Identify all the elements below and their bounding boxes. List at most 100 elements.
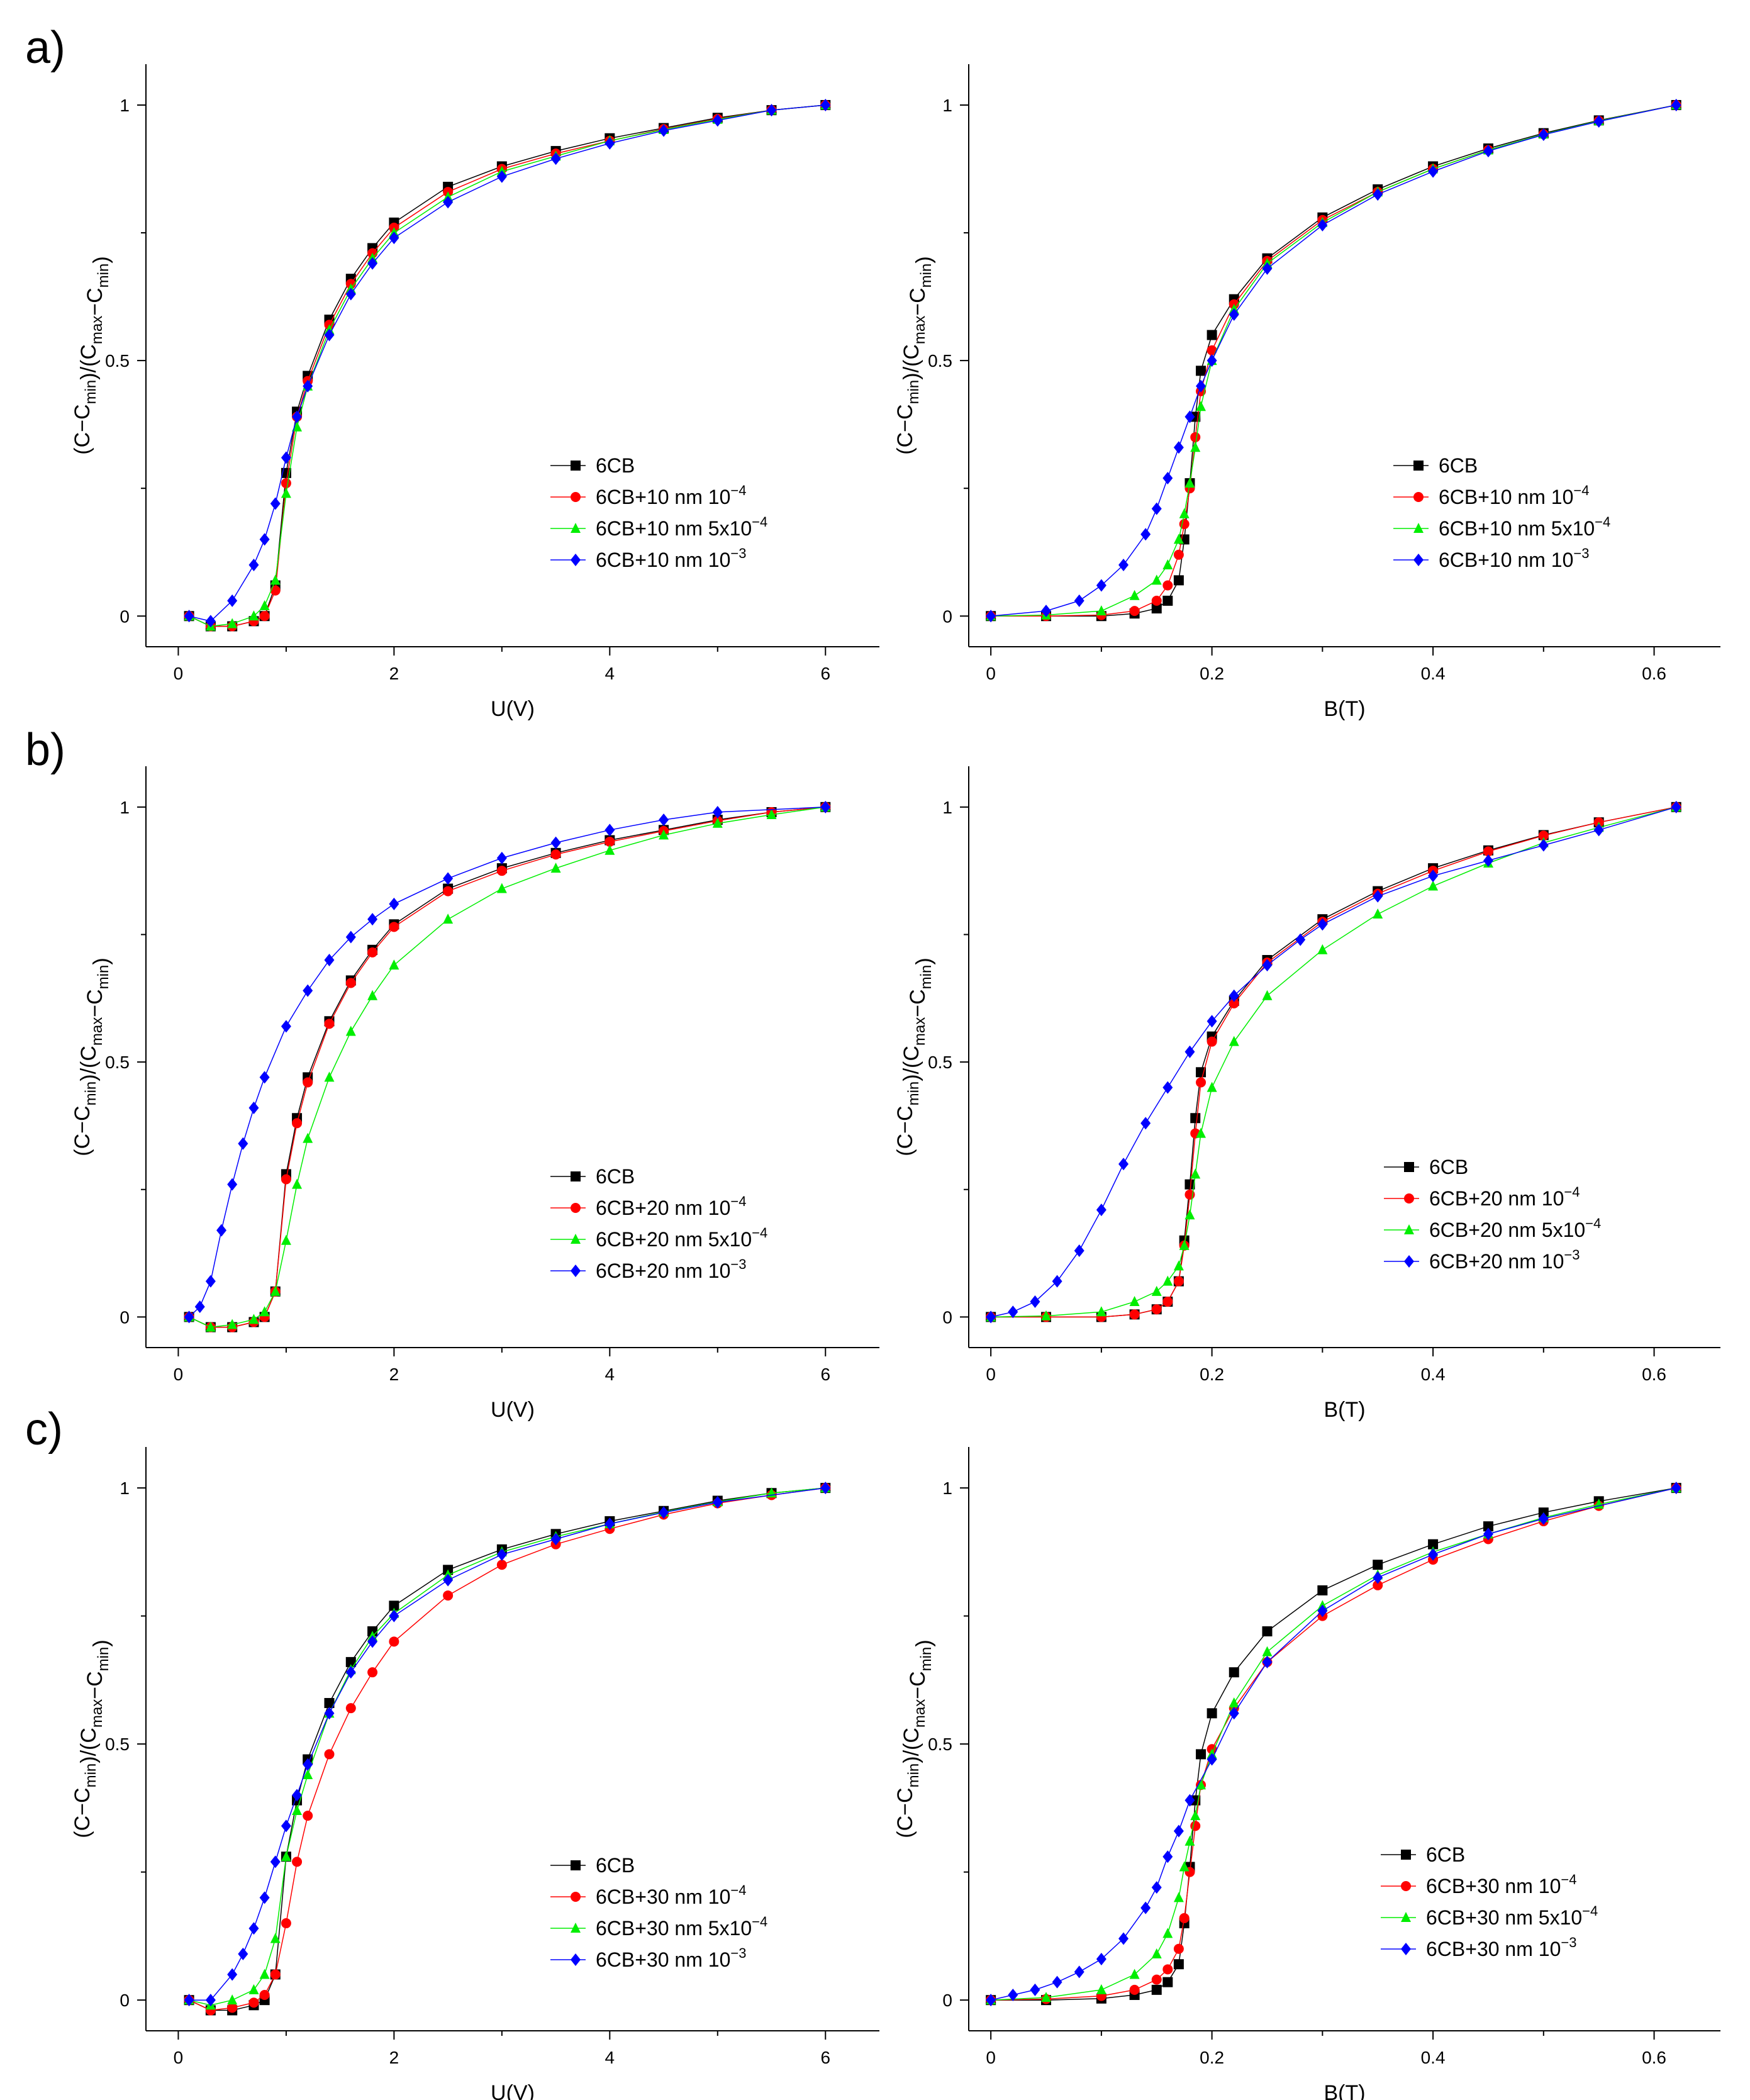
data-point: [1262, 1646, 1273, 1656]
data-point: [1179, 1913, 1190, 1923]
data-point: [1008, 1305, 1018, 1319]
legend-marker: [1404, 1162, 1414, 1172]
series-2: [986, 801, 1681, 1322]
data-point: [270, 1285, 281, 1296]
data-point: [1295, 933, 1306, 946]
y-axis-label: (C−Cmin)/(Cmax−Cmin): [893, 1639, 936, 1838]
x-tick-label: 2: [389, 2048, 399, 2067]
data-point: [227, 1178, 238, 1191]
data-point: [1096, 1953, 1106, 1966]
y-tick-label: 0: [120, 1991, 130, 2010]
data-point: [1162, 1977, 1173, 1987]
y-axis-label: (C−Cmin)/(Cmax−Cmin): [70, 256, 113, 454]
legend-marker: [1413, 492, 1424, 502]
x-tick-label: 0.6: [1642, 2048, 1666, 2067]
x-tick-label: 0.4: [1421, 1365, 1446, 1384]
y-tick-label: 0: [942, 606, 952, 626]
panel-letter: a): [25, 23, 65, 73]
data-point: [259, 611, 270, 622]
data-point: [248, 1984, 259, 1994]
data-point: [1140, 1117, 1151, 1130]
data-point: [1151, 1881, 1162, 1894]
data-point: [1030, 1983, 1040, 1996]
legend-marker: [571, 1171, 581, 1181]
legend-marker: [571, 1203, 581, 1213]
data-point: [1373, 1560, 1383, 1570]
data-point: [324, 1071, 335, 1082]
data-point: [1173, 1892, 1184, 1902]
data-point: [443, 1573, 454, 1587]
y-axis-label: (C−Cmin)/(Cmax−Cmin): [893, 958, 936, 1156]
data-point: [248, 1997, 259, 2008]
data-point: [292, 421, 303, 432]
data-point: [1229, 1707, 1239, 1720]
data-point: [1483, 1528, 1493, 1541]
x-axis-label: B(T): [1324, 2081, 1365, 2100]
data-point: [1129, 1309, 1140, 1320]
legend-marker: [1404, 1255, 1414, 1268]
series-1: [184, 801, 831, 1332]
x-tick-label: 0: [174, 2048, 184, 2067]
data-point: [1229, 989, 1239, 1002]
legend-marker: [1413, 554, 1424, 566]
legend-label: 6CB+10 nm 10−4: [1439, 483, 1589, 508]
data-point: [1184, 1835, 1195, 1846]
data-point: [1096, 579, 1106, 592]
data-point: [259, 533, 270, 546]
data-point: [1538, 830, 1549, 841]
x-axis-label: U(V): [491, 697, 535, 721]
data-point: [238, 1947, 248, 1960]
data-point: [712, 114, 723, 127]
x-tick-label: 0.2: [1200, 664, 1224, 683]
data-point: [1173, 1260, 1184, 1271]
legend-label: 6CB+30 nm 5x10−4: [596, 1914, 767, 1940]
data-point: [367, 990, 378, 1000]
data-point: [367, 257, 378, 270]
data-point: [1262, 262, 1273, 275]
data-point: [205, 615, 216, 628]
data-point: [1671, 800, 1681, 813]
data-point: [605, 836, 615, 847]
data-point: [292, 1789, 303, 1802]
data-point: [389, 232, 399, 245]
data-point: [1190, 442, 1201, 452]
series-3: [986, 1482, 1681, 2007]
data-point: [605, 1517, 615, 1531]
data-point: [389, 897, 399, 910]
data-point: [1483, 854, 1493, 867]
data-point: [1196, 379, 1207, 393]
data-point: [496, 1560, 507, 1570]
data-point: [345, 1703, 356, 1714]
x-tick-label: 2: [389, 1365, 399, 1384]
data-point: [1129, 1969, 1140, 1979]
data-point: [270, 1855, 281, 1868]
data-point: [324, 1698, 335, 1709]
data-point: [345, 1656, 356, 1667]
data-point: [1151, 595, 1162, 606]
data-point: [496, 1548, 507, 1561]
data-point: [1162, 1964, 1173, 1975]
legend-label: 6CB+30 nm 5x10−4: [1426, 1903, 1598, 1929]
data-point: [1428, 165, 1439, 178]
data-point: [1074, 1965, 1084, 1979]
data-point: [324, 954, 335, 966]
data-point: [1207, 345, 1217, 355]
data-point: [259, 1306, 270, 1317]
data-point: [1207, 1081, 1217, 1092]
data-point: [270, 1969, 281, 1980]
data-point: [303, 1132, 313, 1143]
y-tick-label: 1: [120, 798, 130, 817]
data-point: [205, 1275, 216, 1288]
series-3: [184, 1482, 831, 2007]
data-point: [443, 913, 454, 924]
data-point: [1151, 1984, 1162, 1995]
data-point: [1196, 1779, 1207, 1790]
data-point: [1317, 918, 1328, 931]
data-point: [1151, 1974, 1162, 1985]
data-point: [281, 1234, 291, 1245]
legend: 6CB 6CB+30 nm 10−4 6CB+30 nm 5x10−4 6CB+30 …: [550, 1854, 767, 1971]
data-point: [1118, 559, 1129, 572]
legend-marker: [1413, 461, 1424, 471]
data-point: [1207, 1753, 1217, 1766]
